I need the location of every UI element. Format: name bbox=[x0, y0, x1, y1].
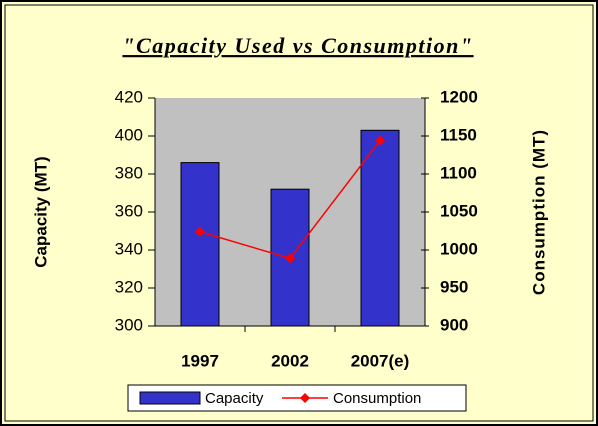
y-tick-label: 360 bbox=[115, 201, 143, 220]
legend-label: Capacity bbox=[205, 390, 264, 407]
marker bbox=[285, 253, 295, 264]
y2-tick-label: 1100 bbox=[440, 163, 477, 182]
legend-label: Consumption bbox=[333, 390, 421, 407]
y-tick-label: 380 bbox=[115, 163, 143, 182]
x-tick-label: 2007(e) bbox=[351, 351, 410, 370]
y2-axis-label: Consumption (MT) bbox=[529, 129, 548, 295]
legend-swatch bbox=[139, 391, 201, 405]
x-tick-label: 2002 bbox=[271, 351, 309, 370]
chart-frame bbox=[4, 4, 594, 422]
y2-tick-label: 1200 bbox=[440, 87, 478, 106]
y2-tick-label: 1150 bbox=[440, 125, 477, 144]
x-tick-label: 1997 bbox=[181, 351, 219, 370]
y2-tick-label: 950 bbox=[440, 277, 468, 296]
marker bbox=[195, 226, 205, 237]
y2-tick-label: 900 bbox=[440, 315, 468, 334]
bar bbox=[360, 129, 400, 327]
y2-tick-label: 1000 bbox=[440, 239, 478, 258]
y-tick-label: 400 bbox=[115, 125, 143, 144]
y-tick-label: 420 bbox=[115, 87, 143, 106]
y-axis-label: Capacity (MT) bbox=[31, 156, 50, 267]
y-tick-label: 300 bbox=[115, 315, 143, 334]
marker bbox=[375, 135, 385, 146]
bar bbox=[180, 162, 220, 327]
y2-tick-label: 1050 bbox=[440, 201, 478, 220]
y-tick-label: 340 bbox=[115, 239, 143, 258]
y-tick-label: 320 bbox=[115, 277, 143, 296]
chart-title: "Capacity Used vs Consumption" bbox=[122, 33, 473, 58]
legend-marker bbox=[300, 393, 310, 403]
